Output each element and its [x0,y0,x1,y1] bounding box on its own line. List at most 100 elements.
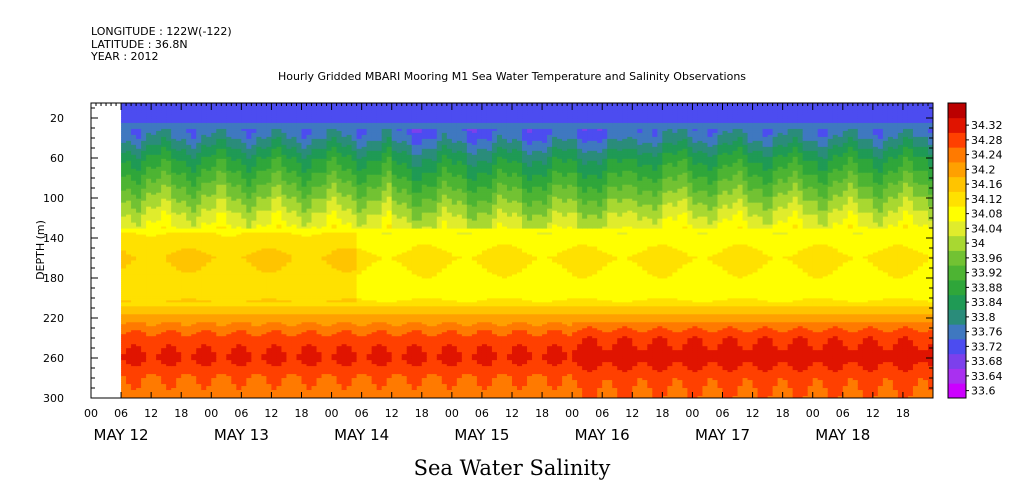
heatmap-cell [121,352,127,355]
heatmap-cell [181,286,187,289]
heatmap-cell [156,240,162,244]
heatmap-cell [121,256,127,260]
heatmap-cell [131,274,137,278]
heatmap-cell [146,256,152,260]
heatmap-cell [176,310,182,313]
heatmap-cell [141,310,147,313]
heatmap-cell [176,180,182,184]
heatmap-cell [141,142,147,146]
heatmap-cell [166,310,172,313]
heatmap-cell [176,366,182,369]
heatmap-cell [181,220,187,224]
heatmap-cell [126,364,132,367]
heatmap-cell [136,174,142,178]
heatmap-cell [131,154,137,158]
heatmap-cell [136,322,142,325]
heatmap-cell [166,122,172,126]
heatmap-cell [131,103,137,106]
heatmap-cell [176,246,182,250]
heatmap-cell [166,274,172,278]
heatmap-cell [126,378,132,381]
heatmap-cell [171,120,177,124]
heatmap-cell [146,392,152,395]
heatmap-cell [161,134,167,138]
heatmap-cell [171,310,177,313]
heatmap-cell [121,232,127,236]
heatmap-cell [171,282,177,285]
heatmap-cell [141,178,147,182]
heatmap-cell [141,200,147,204]
heatmap-cell [156,118,162,122]
heatmap-cell [146,352,152,355]
heatmap-cell [171,378,177,381]
heatmap-cell [176,296,182,299]
heatmap-cell [156,162,162,166]
heatmap-cell [146,216,152,220]
heatmap-cell [136,230,142,234]
heatmap-cell [156,134,162,138]
heatmap-cell [146,244,152,248]
heatmap-cell [161,136,167,140]
heatmap-cell [126,144,132,148]
heatmap-cell [146,394,152,397]
heatmap-cell [151,248,157,252]
heatmap-cell [146,300,152,303]
heatmap-cell [181,232,187,236]
heatmap-cell [126,106,132,110]
heatmap-cell [121,386,127,389]
heatmap-cell [151,266,157,270]
heatmap-cell [181,200,187,204]
heatmap-cell [166,382,172,385]
heatmap-cell [121,182,127,186]
heatmap-cell [131,248,137,252]
heatmap-cell [181,172,187,176]
heatmap-cell [141,216,147,220]
heatmap-cell [126,110,132,114]
heatmap-cell [166,108,172,112]
heatmap-cell [171,264,177,268]
heatmap-cell [136,170,142,174]
heatmap-cell [141,286,147,289]
heatmap-cell [156,256,162,260]
heatmap-cell [156,124,162,128]
heatmap-cell [146,180,152,184]
heatmap-cell [176,282,182,285]
heatmap-cell [136,118,142,122]
heatmap-cell [171,390,177,393]
heatmap-cell [156,224,162,228]
heatmap-cell [136,226,142,230]
heatmap-cell [126,314,132,317]
heatmap-cell [181,326,187,329]
heatmap-cell [136,336,142,339]
heatmap-cell [141,352,147,355]
heatmap-cell [171,256,177,260]
heatmap-cell [166,374,172,377]
heatmap-cell [156,120,162,124]
heatmap-cell [141,188,147,192]
heatmap-cell [156,110,162,114]
heatmap-cell [126,306,132,309]
heatmap-cell [131,350,137,353]
heatmap-cell [146,254,152,258]
heatmap-cell [166,164,172,168]
heatmap-cell [171,142,177,146]
heatmap-cell [166,240,172,244]
heatmap-cell [171,180,177,184]
heatmap-cell [151,296,157,299]
heatmap-cell [156,390,162,393]
heatmap-cell [161,156,167,160]
heatmap-cell [121,374,127,377]
heatmap-cell [121,296,127,299]
heatmap-cell [166,362,172,365]
heatmap-cell [136,382,142,385]
heatmap-cell [126,350,132,353]
heatmap-cell [176,144,182,148]
heatmap-cell [171,236,177,240]
heatmap-cell [171,372,177,375]
heatmap-cell [126,360,132,363]
heatmap-cell [136,166,142,170]
heatmap-cell [126,374,132,377]
heatmap-cell [176,198,182,202]
heatmap-cell [121,286,127,289]
heatmap-cell [176,388,182,391]
